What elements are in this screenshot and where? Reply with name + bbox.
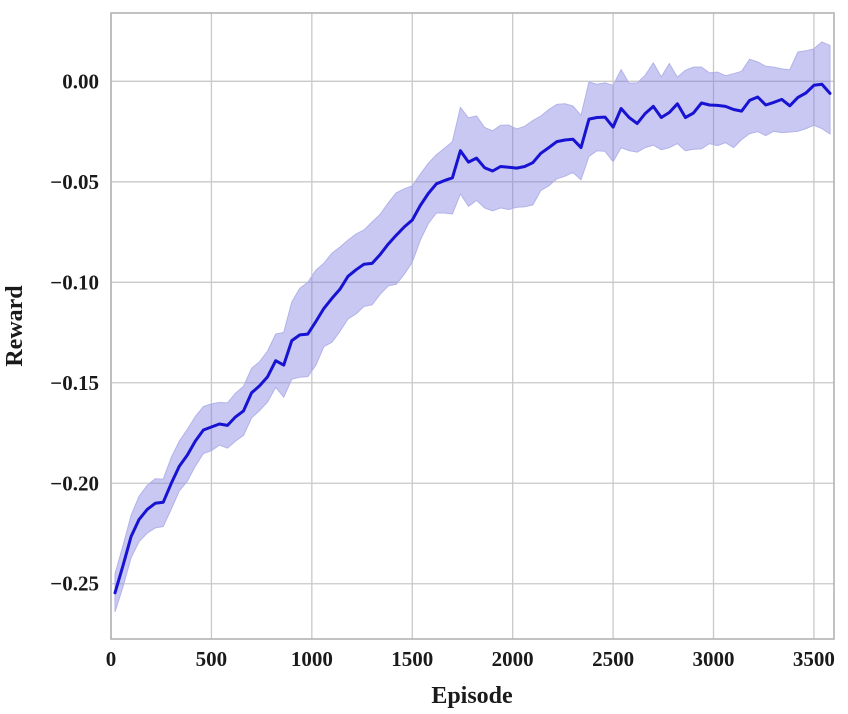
x-tick-label: 3000	[693, 647, 735, 671]
x-tick-label: 2500	[592, 647, 634, 671]
tick-label-layer: 0 500 1000 1500 2000 2500 3000 3500 0.00 −0.05 −0.…	[50, 69, 835, 671]
y-tick-label: 0.00	[62, 69, 99, 93]
x-tick-label: 2000	[492, 647, 534, 671]
grid-layer	[110, 13, 834, 639]
y-tick-label: −0.15	[50, 371, 99, 395]
confidence-band	[114, 41, 831, 613]
x-tick-label: 500	[196, 647, 228, 671]
frame-layer	[110, 12, 835, 640]
y-axis-label: Reward	[2, 285, 28, 367]
plot-border	[110, 12, 835, 640]
x-axis-label: Episode	[431, 683, 513, 709]
x-tick-label: 1000	[291, 647, 333, 671]
y-tick-label: −0.10	[50, 270, 99, 294]
y-tick-label: −0.20	[50, 471, 99, 495]
y-tick-label: −0.05	[50, 170, 99, 194]
x-tick-label: 1500	[391, 647, 433, 671]
line-layer	[113, 82, 832, 595]
y-tick-label: −0.25	[50, 572, 99, 596]
mean-reward-line	[113, 82, 832, 595]
x-tick-label: 3500	[793, 647, 835, 671]
band-layer	[114, 41, 831, 613]
x-tick-label: 0	[106, 647, 117, 671]
